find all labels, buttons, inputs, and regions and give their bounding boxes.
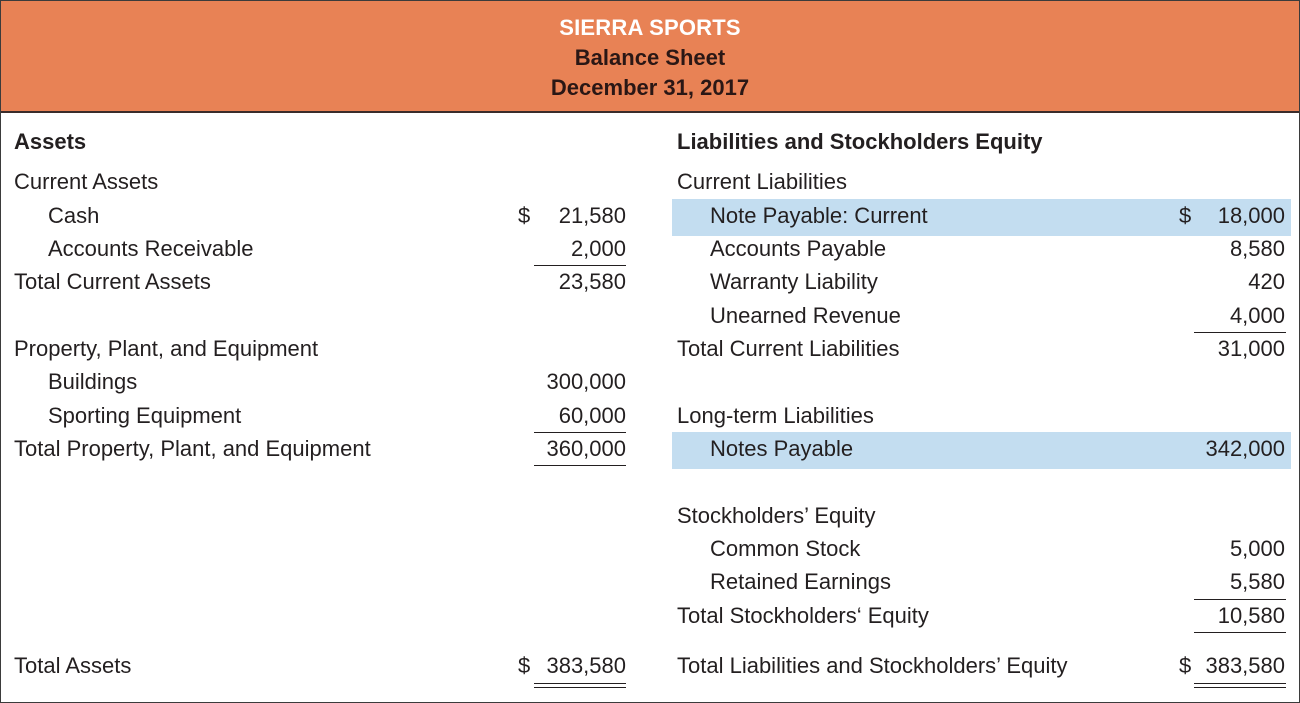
total-rule <box>534 465 626 466</box>
asset-row-buildings: Buildings 300,000 <box>14 365 626 399</box>
line-item-amount: 5,000 <box>1229 536 1285 561</box>
highlight-notes-payable <box>672 432 1291 469</box>
current-liabilities-heading: Current Liabilities <box>677 169 847 194</box>
line-item-amount: 420 <box>1248 269 1285 294</box>
long-term-liabilities-heading: Long-term Liabilities <box>677 403 874 428</box>
current-liabilities-heading-row: Current Liabilities <box>677 165 1297 199</box>
liability-row-notes-payable: Notes Payable 342,000 <box>677 432 1285 466</box>
total-assets-row: Total Assets $ 383,580 <box>14 649 626 683</box>
currency-symbol: $ <box>1179 203 1192 228</box>
equity-heading-row: Stockholders’ Equity <box>677 499 1297 533</box>
current-assets-heading: Current Assets <box>14 169 159 194</box>
total-label: Total Property, Plant, and Equipment <box>14 436 371 461</box>
liability-row-accounts-payable: Accounts Payable 8,580 <box>677 232 1285 266</box>
line-item-label: Unearned Revenue <box>710 303 901 328</box>
total-liabilities-equity-label: Total Liabilities and Stockholders’ Equi… <box>677 653 1068 678</box>
total-label: Total Current Assets <box>14 269 211 294</box>
line-item-label: Cash <box>48 203 100 228</box>
total-liabilities-equity-row: Total Liabilities and Stockholders’ Equi… <box>677 649 1285 683</box>
ppe-heading-row: Property, Plant, and Equipment <box>14 332 634 366</box>
total-amount: 23,580 <box>558 269 626 294</box>
liability-row-note-payable-current: Note Payable: Current $ 18,000 <box>677 199 1285 233</box>
double-rule <box>1194 683 1286 688</box>
line-item-amount: 4,000 <box>1229 303 1285 328</box>
total-amount: 360,000 <box>546 436 626 461</box>
asset-row-sporting-equipment: Sporting Equipment 60,000 <box>14 399 626 433</box>
equity-row-common-stock: Common Stock 5,000 <box>677 532 1285 566</box>
total-label: Total Current Liabilities <box>677 336 900 361</box>
liability-row-unearned-revenue: Unearned Revenue 4,000 <box>677 299 1285 333</box>
equity-row-retained-earnings: Retained Earnings 5,580 <box>677 565 1285 599</box>
subtotal-rule <box>1194 599 1286 600</box>
currency-symbol: $ <box>518 653 531 678</box>
company-name: SIERRA SPORTS <box>559 15 741 40</box>
line-item-amount: 21,580 <box>558 203 626 228</box>
line-item-label: Accounts Receivable <box>48 236 254 261</box>
asset-row-accounts-receivable: Accounts Receivable 2,000 <box>14 232 626 266</box>
total-amount: 31,000 <box>1217 336 1285 361</box>
line-item-amount: 5,580 <box>1229 569 1285 594</box>
total-amount: 10,580 <box>1217 603 1285 628</box>
statement-date: December 31, 2017 <box>550 75 750 100</box>
current-assets-heading-row: Current Assets <box>14 165 634 199</box>
double-rule <box>534 683 626 688</box>
balance-sheet-header: SIERRA SPORTS Balance Sheet December 31,… <box>1 1 1299 113</box>
total-rule <box>1194 632 1286 633</box>
line-item-label: Warranty Liability <box>710 269 878 294</box>
line-item-label: Common Stock <box>710 536 861 561</box>
statement-title: Balance Sheet <box>574 45 726 70</box>
subtotal-rule <box>534 265 626 266</box>
total-liabilities-equity-amount: 383,580 <box>1205 653 1285 678</box>
total-ppe-row: Total Property, Plant, and Equipment 360… <box>14 432 626 466</box>
total-assets-amount: 383,580 <box>546 653 626 678</box>
highlight-note-payable-current <box>672 199 1291 236</box>
ppe-heading: Property, Plant, and Equipment <box>14 336 319 361</box>
line-item-label: Buildings <box>48 369 138 394</box>
line-item-amount: 2,000 <box>570 236 626 261</box>
currency-symbol: $ <box>1179 653 1192 678</box>
line-item-label: Notes Payable <box>710 436 854 461</box>
total-assets-label: Total Assets <box>14 653 132 678</box>
line-item-label: Note Payable: Current <box>710 203 928 228</box>
line-item-amount: 8,580 <box>1229 236 1285 261</box>
total-label: Total Stockholders‘ Equity <box>677 603 929 628</box>
line-item-amount: 60,000 <box>558 403 626 428</box>
line-item-label: Sporting Equipment <box>48 403 242 428</box>
assets-heading-row: Assets <box>14 125 634 159</box>
line-item-label: Accounts Payable <box>710 236 887 261</box>
equity-heading: Stockholders’ Equity <box>677 503 876 528</box>
long-term-liabilities-heading-row: Long-term Liabilities <box>677 399 1297 433</box>
total-current-liabilities-row: Total Current Liabilities 31,000 <box>677 332 1285 366</box>
line-item-amount: 300,000 <box>546 369 626 394</box>
subtotal-rule <box>534 432 626 433</box>
asset-row-cash: Cash $ 21,580 <box>14 199 626 233</box>
liability-row-warranty-liability: Warranty Liability 420 <box>677 265 1285 299</box>
line-item-amount: 342,000 <box>1205 436 1285 461</box>
line-item-label: Retained Earnings <box>710 569 892 594</box>
liabilities-equity-heading-row: Liabilities and Stockholders Equity <box>677 125 1297 159</box>
line-item-amount: 18,000 <box>1217 203 1285 228</box>
currency-symbol: $ <box>518 203 531 228</box>
liabilities-equity-heading: Liabilities and Stockholders Equity <box>677 129 1043 154</box>
total-current-assets-row: Total Current Assets 23,580 <box>14 265 626 299</box>
total-equity-row: Total Stockholders‘ Equity 10,580 <box>677 599 1285 633</box>
subtotal-rule <box>1194 332 1286 333</box>
assets-heading: Assets <box>14 129 87 154</box>
